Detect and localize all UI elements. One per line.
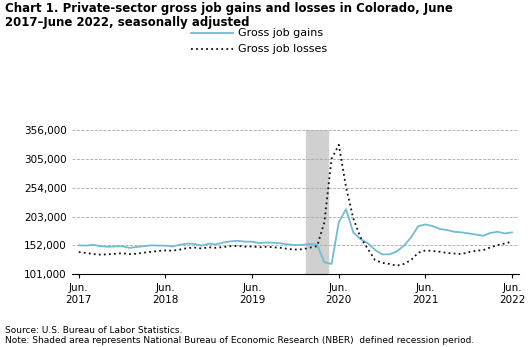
Text: Gross job losses: Gross job losses xyxy=(238,44,328,53)
Text: Source: U.S. Bureau of Labor Statistics.
Note: Shaded area represents National B: Source: U.S. Bureau of Labor Statistics.… xyxy=(5,326,474,345)
Text: Gross job gains: Gross job gains xyxy=(238,28,324,38)
Text: 2017–June 2022, seasonally adjusted: 2017–June 2022, seasonally adjusted xyxy=(5,16,250,28)
Bar xyxy=(306,130,328,274)
Text: Chart 1. Private-sector gross job gains and losses in Colorado, June: Chart 1. Private-sector gross job gains … xyxy=(5,2,453,15)
